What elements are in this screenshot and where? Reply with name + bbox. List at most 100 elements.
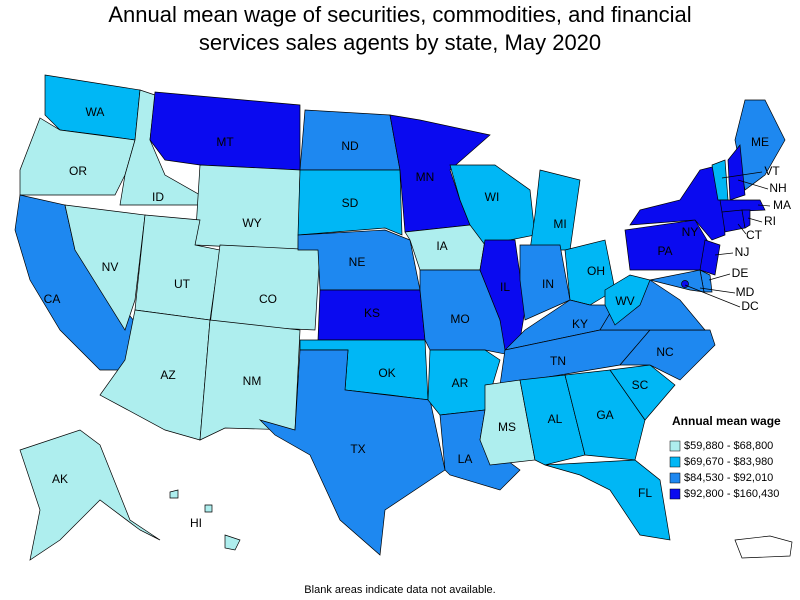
state-label: SC	[632, 378, 649, 392]
state-label: NY	[682, 225, 699, 239]
leader-line	[684, 284, 741, 308]
title-line: Annual mean wage of securities, commodit…	[108, 2, 691, 27]
state-shape	[194, 164, 301, 251]
state-shape	[64, 204, 146, 331]
state-label: OR	[69, 164, 87, 178]
legend-swatch	[669, 488, 681, 500]
state-label: WI	[485, 190, 500, 204]
state-label: IN	[542, 277, 554, 291]
state-label: SD	[342, 196, 359, 210]
state-label: AK	[52, 472, 68, 486]
state-label: MN	[416, 170, 435, 184]
state-shape	[544, 459, 671, 541]
state-shape	[719, 199, 766, 213]
footnote: Blank areas indicate data not available.	[304, 584, 495, 596]
state-shape	[297, 169, 403, 236]
state-shape	[699, 239, 721, 276]
state-label: VT	[764, 164, 780, 178]
state-label: NM	[243, 374, 262, 388]
state-label: KS	[364, 306, 380, 320]
state-label: LA	[458, 452, 473, 466]
state-label: FL	[638, 486, 652, 500]
state-label: TN	[550, 354, 566, 368]
state-label: MA	[773, 198, 791, 212]
state-label: NH	[769, 181, 786, 195]
state-label: KY	[572, 317, 588, 331]
state-shape	[609, 364, 676, 421]
state-shape	[727, 144, 746, 201]
state-label: AL	[548, 412, 563, 426]
leader-line	[714, 252, 734, 256]
leader-line	[708, 273, 731, 281]
state-label: TX	[350, 442, 365, 456]
state-label: CA	[44, 292, 61, 306]
state-label: ID	[152, 190, 164, 204]
legend: $59,880 - $68,800 $69,670 - $83,980 $84,53…	[669, 440, 779, 500]
puerto-rico	[734, 535, 793, 559]
state-shape	[19, 429, 161, 561]
state-label: MT	[216, 135, 234, 149]
state-shape	[258, 349, 446, 556]
state-label: RI	[764, 214, 776, 228]
leader-line	[737, 179, 769, 190]
state-label: NE	[349, 255, 366, 269]
state-label: WY	[242, 216, 261, 230]
state-label: MD	[736, 285, 755, 299]
state-label: NV	[102, 260, 119, 274]
title-line: services sales agents by state, May 2020	[199, 30, 601, 55]
legend-label: $84,530 - $92,010	[684, 472, 773, 484]
state-shape	[199, 319, 301, 441]
state-shape	[169, 489, 179, 499]
state-shape	[741, 209, 751, 229]
state-labels: WA OR CA NV ID MT WY UT CO AZ NM ND SD NE KS OK TX MN IA MO…	[44, 105, 791, 530]
leader-line	[721, 171, 763, 179]
state-label: DE	[732, 266, 749, 280]
state-label: OH	[587, 264, 605, 278]
state-label: ND	[341, 139, 359, 153]
legend-swatch	[669, 440, 681, 452]
state-shape	[564, 369, 646, 461]
state-label: MI	[553, 217, 566, 231]
leader-line	[737, 223, 747, 235]
state-shape	[149, 91, 301, 171]
legend-swatch	[669, 456, 681, 468]
state-shape	[19, 117, 136, 196]
state-label: MS	[498, 420, 516, 434]
state-label: NJ	[735, 245, 750, 259]
state-label: UT	[174, 277, 191, 291]
state-shape	[529, 169, 581, 251]
state-shape	[519, 374, 586, 466]
state-label: PA	[657, 244, 672, 258]
leader-line	[747, 217, 763, 223]
state-shape	[734, 99, 786, 191]
legend-title: Annual mean wage	[672, 414, 781, 428]
state-shape	[564, 239, 616, 306]
state-label: CO	[259, 292, 277, 306]
state-label: OK	[378, 366, 395, 380]
state-label: MO	[450, 312, 469, 326]
state-label: IL	[500, 280, 510, 294]
state-shape	[604, 274, 651, 326]
state-shape	[681, 280, 689, 288]
state-label: DC	[741, 299, 759, 313]
state-label: HI	[190, 516, 202, 530]
legend-swatch	[669, 472, 681, 484]
state-shape	[204, 504, 213, 513]
legend-label: $92,800 - $160,430	[684, 488, 779, 500]
state-label: GA	[596, 408, 613, 422]
legend-label: $59,880 - $68,800	[684, 440, 773, 452]
state-label: NC	[656, 345, 674, 359]
state-shape	[629, 164, 726, 241]
state-label: WA	[86, 105, 105, 119]
state-label: WV	[615, 294, 634, 308]
states	[14, 74, 786, 561]
state-label: IA	[436, 239, 447, 253]
leader-line	[699, 287, 736, 294]
legend-label: $69,670 - $83,980	[684, 456, 773, 468]
state-label: ME	[751, 135, 769, 149]
state-shape	[209, 244, 321, 331]
state-shape	[649, 269, 705, 293]
state-shape	[224, 534, 241, 551]
state-label: CT	[746, 228, 763, 242]
